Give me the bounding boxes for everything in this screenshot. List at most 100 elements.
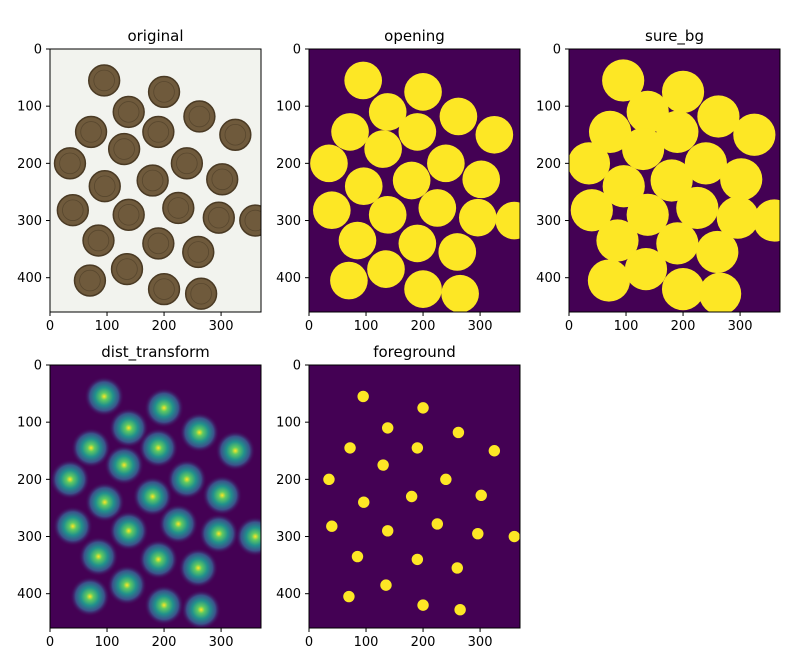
distance-peak — [104, 445, 145, 486]
mask-blob — [312, 191, 351, 230]
mask-blob — [569, 142, 611, 185]
distance-peak — [178, 548, 219, 588]
x-tick-label: 300 — [209, 635, 234, 650]
mask-blob — [368, 93, 407, 131]
coin-inner-ring — [176, 152, 198, 175]
mask-blob — [650, 159, 693, 202]
mask-blob — [418, 189, 457, 227]
foreground-marker — [454, 604, 466, 616]
subplot-title: foreground — [373, 343, 456, 361]
y-tick-label: 100 — [17, 416, 42, 431]
distance-peak — [108, 407, 149, 448]
subplot-title: opening — [384, 27, 445, 45]
mask-blob — [331, 113, 369, 151]
mask-blob — [602, 165, 645, 208]
mask-blob — [696, 230, 739, 274]
foreground-marker — [405, 490, 418, 503]
coin — [147, 272, 181, 306]
distance-peak — [235, 516, 261, 557]
distance-peak — [138, 539, 179, 580]
coin — [53, 147, 87, 180]
coin-inner-ring — [93, 175, 116, 197]
distance-peak — [52, 506, 93, 547]
coin-inner-ring — [153, 278, 175, 300]
mask-blob — [439, 97, 478, 136]
subplot-original: original 0 100 200 300 0 100 200 300 400 — [17, 27, 262, 334]
image-area — [50, 49, 261, 312]
mask-blob — [720, 158, 763, 201]
x-tick-label: 0 — [565, 319, 573, 334]
x-tick-label: 100 — [95, 635, 120, 650]
distance-peak — [181, 589, 222, 628]
mask-blob — [441, 274, 479, 312]
foreground-marker — [411, 553, 424, 566]
mask-blob — [364, 130, 402, 168]
y-tick-label: 400 — [17, 587, 42, 602]
mask-blob — [404, 73, 442, 111]
y-tick-label: 200 — [17, 157, 42, 172]
image-area — [569, 49, 780, 312]
x-tick-label: 200 — [411, 635, 436, 650]
coin — [147, 75, 181, 109]
subplot-opening: opening 0 100 200 300 0 100 200 300 400 — [276, 27, 521, 334]
mask-blob — [570, 189, 613, 232]
coin — [56, 194, 89, 227]
mask-blob — [596, 219, 639, 262]
coin — [142, 227, 175, 260]
x-tick-label: 200 — [152, 635, 177, 650]
coin — [136, 164, 169, 197]
foreground-marker — [440, 473, 452, 486]
foreground-marker — [377, 459, 389, 471]
mask-blob — [622, 127, 665, 171]
foreground-marker — [508, 530, 520, 543]
foreground-marker — [351, 550, 364, 563]
distance-peak — [69, 576, 110, 617]
coin — [162, 191, 195, 225]
mask-blob — [626, 193, 669, 236]
mask-blob — [338, 221, 377, 260]
x-tick-label: 200 — [671, 319, 696, 334]
mask-blob — [697, 95, 740, 138]
y-tick-label: 400 — [536, 271, 561, 286]
image-area — [50, 365, 261, 628]
coin-inner-ring — [62, 199, 84, 221]
axes-frame — [308, 48, 521, 313]
y-tick-label: 0 — [293, 43, 301, 58]
mask-blob — [626, 90, 669, 133]
mask-blob — [588, 110, 632, 154]
foreground-marker — [417, 402, 429, 414]
distance-peak — [158, 503, 199, 544]
axes-frame — [49, 364, 262, 629]
y-tick-label: 200 — [536, 157, 561, 172]
mask-blob — [458, 198, 497, 237]
distance-peak — [144, 387, 185, 428]
foreground-marker — [323, 473, 335, 486]
subplot-grid: original 0 100 200 300 0 100 200 300 400 opening 0 1… — [17, 27, 781, 650]
foreground-marker — [344, 442, 356, 454]
coin-inner-ring — [147, 121, 170, 143]
mask-blob — [475, 115, 514, 154]
y-tick-label: 100 — [276, 100, 301, 115]
y-tick-label: 300 — [276, 214, 301, 229]
distance-peak — [107, 565, 147, 606]
coin — [202, 201, 235, 234]
y-tick-label: 0 — [34, 359, 42, 374]
coin-inner-ring — [141, 169, 164, 192]
coin-inner-ring — [93, 69, 115, 92]
x-tick-label: 0 — [305, 319, 313, 334]
x-tick-label: 300 — [468, 635, 493, 650]
mask-blob — [367, 250, 405, 288]
mask-blob — [462, 160, 501, 199]
coin-inner-ring — [80, 121, 102, 143]
coin — [219, 118, 252, 151]
coin-inner-ring — [113, 138, 135, 160]
distance-peak — [166, 459, 207, 500]
x-tick-label: 0 — [46, 635, 54, 650]
mask-blob — [716, 196, 759, 239]
y-tick-label: 0 — [293, 359, 301, 374]
coin — [112, 95, 145, 129]
coin-inner-ring — [190, 282, 212, 305]
mask-blob — [398, 113, 437, 151]
coin — [110, 252, 144, 286]
coin-inner-ring — [167, 197, 190, 219]
